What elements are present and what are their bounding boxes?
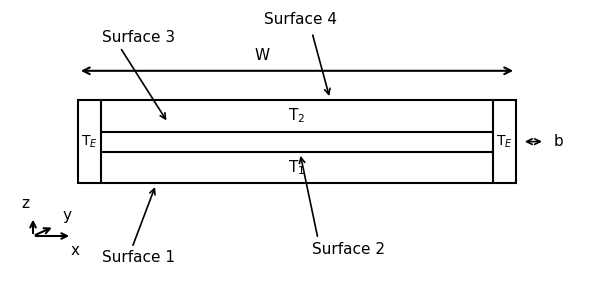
Bar [78,100,516,183]
Text: W: W [254,48,269,63]
Text: x: x [71,243,79,258]
Text: y: y [62,209,71,224]
Text: Surface 3: Surface 3 [102,30,175,45]
Text: T$_E$: T$_E$ [81,133,98,150]
Text: Surface 2: Surface 2 [312,242,385,257]
Text: T$_2$: T$_2$ [289,107,305,125]
Text: T$_E$: T$_E$ [496,133,513,150]
Text: Surface 1: Surface 1 [101,250,175,266]
Text: b: b [554,134,563,149]
Text: Surface 4: Surface 4 [263,12,337,27]
Text: z: z [22,196,30,211]
Text: T$_1$: T$_1$ [289,158,305,176]
